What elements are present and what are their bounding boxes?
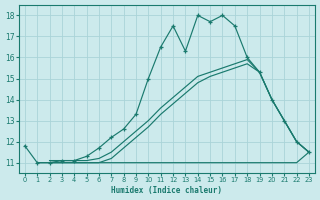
X-axis label: Humidex (Indice chaleur): Humidex (Indice chaleur) [111,186,222,195]
